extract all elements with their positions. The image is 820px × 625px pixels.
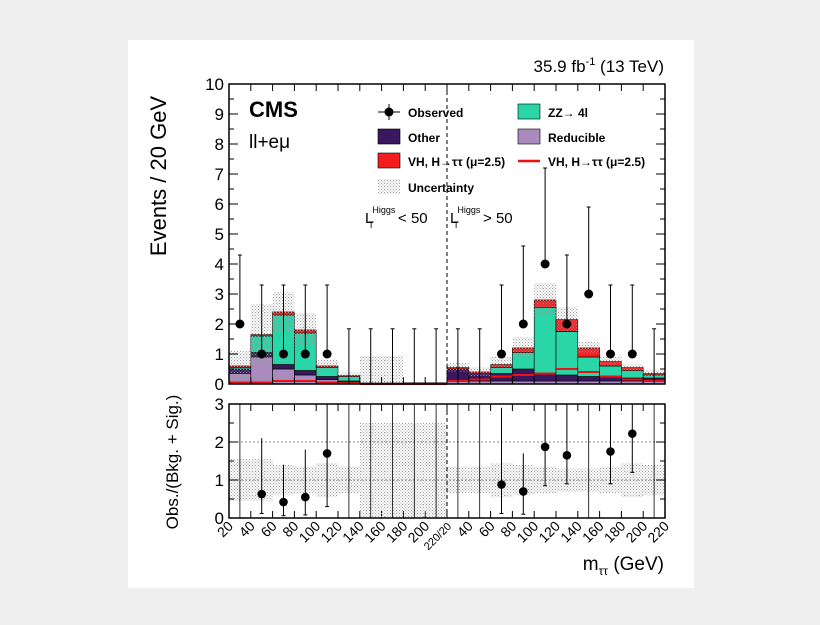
- observed-point: [606, 349, 615, 359]
- luminosity-unit-sup: -1: [586, 56, 596, 68]
- legend-marker: [384, 107, 394, 117]
- legend-label: VH, H→ττ (μ=2.5): [548, 155, 645, 169]
- uncertainty-band: [490, 357, 513, 372]
- x-tick-label: 40: [236, 518, 258, 540]
- x-axis-sub: ττ: [599, 564, 609, 578]
- observed-point: [562, 319, 572, 329]
- region-sub: T: [368, 220, 374, 230]
- y-tick-label: 4: [215, 255, 224, 274]
- ratio-uncertainty-band: [621, 462, 644, 498]
- ratio-point: [562, 451, 572, 460]
- ratio-point: [322, 449, 332, 458]
- stack-bar-other: [555, 374, 579, 382]
- observed-point: [627, 349, 637, 359]
- observed-point: [518, 319, 528, 329]
- observed-point: [257, 349, 267, 359]
- ratio-y-tick-label: 3: [215, 395, 224, 414]
- ratio-point: [540, 442, 550, 452]
- luminosity-label: 35.9 fb-1 (13 TeV): [534, 56, 664, 76]
- stack-bar-other: [315, 376, 339, 380]
- y-tick-label: 8: [215, 135, 224, 154]
- legend-label: Reducible: [548, 131, 606, 145]
- ratio-y-tick-label: 2: [215, 433, 224, 452]
- legend-swatch: [517, 103, 541, 120]
- stack-bar-zz: [577, 356, 600, 377]
- region-sup: Higgs: [372, 205, 396, 215]
- legend-label: ZZ→ 4l: [548, 106, 588, 120]
- x-tick-label: 60: [257, 518, 279, 540]
- ratio-point: [628, 429, 637, 438]
- y-tick-label: 2: [215, 315, 224, 334]
- x-tick-label: 220: [644, 518, 672, 546]
- y-tick-label: 3: [215, 285, 224, 304]
- uncertainty-band: [599, 357, 622, 366]
- legend-swatch: [517, 128, 541, 145]
- ratio-point: [497, 480, 506, 489]
- legend-hatch: [378, 179, 400, 194]
- x-axis-label: mττ (GeV): [583, 554, 664, 578]
- ratio-y-tick-label: 1: [215, 471, 224, 490]
- region-sup: Higgs: [457, 205, 481, 215]
- ratio-point: [279, 497, 288, 507]
- legend-label: Other: [408, 131, 440, 145]
- y-tick-label: 5: [215, 225, 224, 244]
- uncertainty-band: [229, 351, 251, 381]
- uncertainty-band: [621, 363, 644, 372]
- region-cut: > 50: [479, 210, 513, 227]
- x-axis-unit: (GeV): [608, 554, 664, 575]
- legend-label: VH, H→ττ (μ=2.5): [408, 155, 505, 169]
- x-tick-label: 60: [475, 518, 497, 540]
- ratio-y-axis-label: Obs./(Bkg. + Sig.): [163, 395, 182, 530]
- stack-bar-zz: [621, 370, 644, 379]
- stack-bar-other: [294, 370, 317, 376]
- luminosity-value: 35.9 fb: [534, 57, 586, 76]
- legend-swatch: [377, 152, 401, 169]
- x-tick-label: 40: [454, 518, 476, 540]
- y-axis-label: Events / 20 GeV: [146, 96, 171, 257]
- ratio-point: [257, 489, 267, 499]
- y-tick-label: 10: [205, 75, 224, 94]
- observed-point: [540, 259, 550, 269]
- region-cut: < 50: [394, 210, 428, 227]
- y-tick-label: 0: [215, 375, 224, 394]
- legend-label: Uncertainty: [408, 181, 474, 195]
- uncertainty-band: [512, 337, 535, 359]
- observed-point: [235, 319, 245, 329]
- ratio-point: [301, 492, 310, 502]
- observed-point: [322, 349, 332, 359]
- channel-label: ll+eμ: [249, 132, 290, 153]
- stack-bar-zz: [533, 307, 557, 374]
- region-main: L: [365, 210, 373, 227]
- stack-bar-other: [533, 373, 557, 382]
- stack-bar-reducible: [294, 374, 317, 385]
- y-tick-label: 1: [215, 345, 224, 364]
- region-label: LHiggs T > 50: [450, 205, 513, 230]
- stack-bar-other: [272, 364, 295, 370]
- ratio-point: [606, 447, 615, 456]
- cms-label: CMS: [249, 97, 298, 122]
- region-label: LHiggs T < 50: [365, 205, 428, 230]
- ratio-y-tick-label: 0: [215, 509, 224, 528]
- region-main: L: [450, 210, 458, 227]
- legend-swatch: [377, 128, 401, 145]
- ratio-point: [519, 487, 528, 496]
- region-sub: T: [453, 220, 459, 230]
- stack-bar-other: [577, 376, 600, 382]
- observed-point: [279, 349, 288, 359]
- stack-bar-zz: [599, 365, 622, 377]
- x-axis-var: m: [583, 554, 599, 575]
- observed-point: [300, 349, 310, 359]
- y-tick-label: 9: [215, 105, 224, 124]
- observed-point: [584, 289, 594, 299]
- energy-label: (13 TeV): [595, 57, 664, 76]
- legend-label: Observed: [408, 106, 463, 120]
- uncertainty-band: [577, 342, 600, 354]
- uncertainty-band: [534, 283, 556, 317]
- y-tick-label: 6: [215, 195, 224, 214]
- uncertainty-band: [316, 360, 338, 372]
- observed-point: [497, 349, 506, 359]
- y-tick-label: 7: [215, 165, 224, 184]
